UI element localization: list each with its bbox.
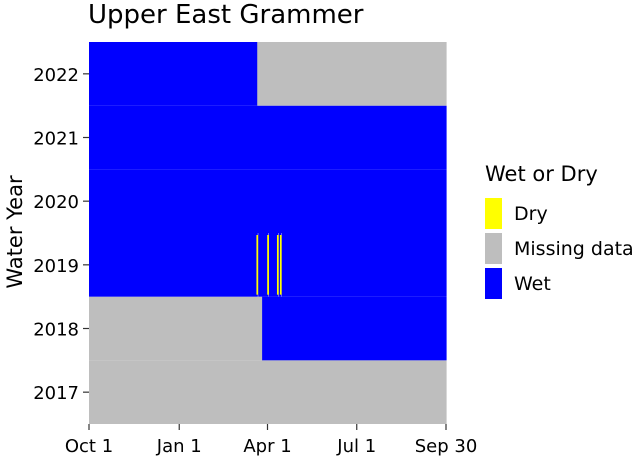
y-tick-label: 2018 xyxy=(33,320,79,341)
cell-2017-missing-data-0 xyxy=(89,360,447,424)
cell-2020-wet-0 xyxy=(89,169,447,233)
cell-2021-wet-0 xyxy=(89,105,447,170)
cell-2019-dry-1 xyxy=(256,235,260,295)
legend-label-wet: Wet xyxy=(514,272,551,295)
y-axis: 2017 2018 2019 2020 2021 2022 xyxy=(33,65,89,404)
cell-2022-missing-data-1 xyxy=(257,42,447,106)
x-tick-label: Jan 1 xyxy=(156,436,202,457)
y-tick-label: 2020 xyxy=(33,192,79,213)
legend-item-missing: Missing data xyxy=(485,231,634,266)
x-tick-label: Jul 1 xyxy=(336,436,376,457)
cell-2022-wet-0 xyxy=(89,42,258,106)
chart-title: Upper East Grammer xyxy=(88,0,364,30)
cell-2019-dry-3 xyxy=(267,235,270,295)
cell-2019-dry-5 xyxy=(276,235,280,295)
legend-swatch-missing xyxy=(485,233,502,264)
heatmap-cells xyxy=(89,42,447,424)
legend-label-dry: Dry xyxy=(514,202,548,225)
y-tick-label: 2022 xyxy=(33,65,79,86)
y-axis-label: Water Year xyxy=(3,175,27,289)
x-tick-label: Sep 30 xyxy=(415,436,478,457)
legend-item-wet: Wet xyxy=(485,266,634,301)
legend: Wet or Dry Dry Missing data Wet xyxy=(485,162,634,301)
cell-2019-dry-7 xyxy=(279,235,283,295)
y-tick-label: 2021 xyxy=(33,129,79,150)
x-tick-label: Oct 1 xyxy=(65,436,113,457)
x-axis: Oct 1 Jan 1 Apr 1 Jul 1 Sep 30 xyxy=(65,424,477,457)
legend-swatch-dry xyxy=(485,198,502,229)
cell-2019-wet-8 xyxy=(281,233,447,297)
cell-2018-wet-1 xyxy=(262,296,447,361)
cell-2018-missing-data-0 xyxy=(89,296,263,361)
legend-swatch-wet xyxy=(485,268,502,299)
cell-2019-wet-4 xyxy=(268,233,279,297)
legend-label-missing: Missing data xyxy=(514,237,634,260)
legend-item-dry: Dry xyxy=(485,196,634,231)
legend-title: Wet or Dry xyxy=(485,162,598,186)
y-tick-label: 2019 xyxy=(33,256,79,277)
cell-2019-wet-0 xyxy=(89,233,258,297)
x-tick-label: Apr 1 xyxy=(243,436,291,457)
y-tick-label: 2017 xyxy=(33,383,79,404)
cell-2019-wet-2 xyxy=(258,233,269,297)
